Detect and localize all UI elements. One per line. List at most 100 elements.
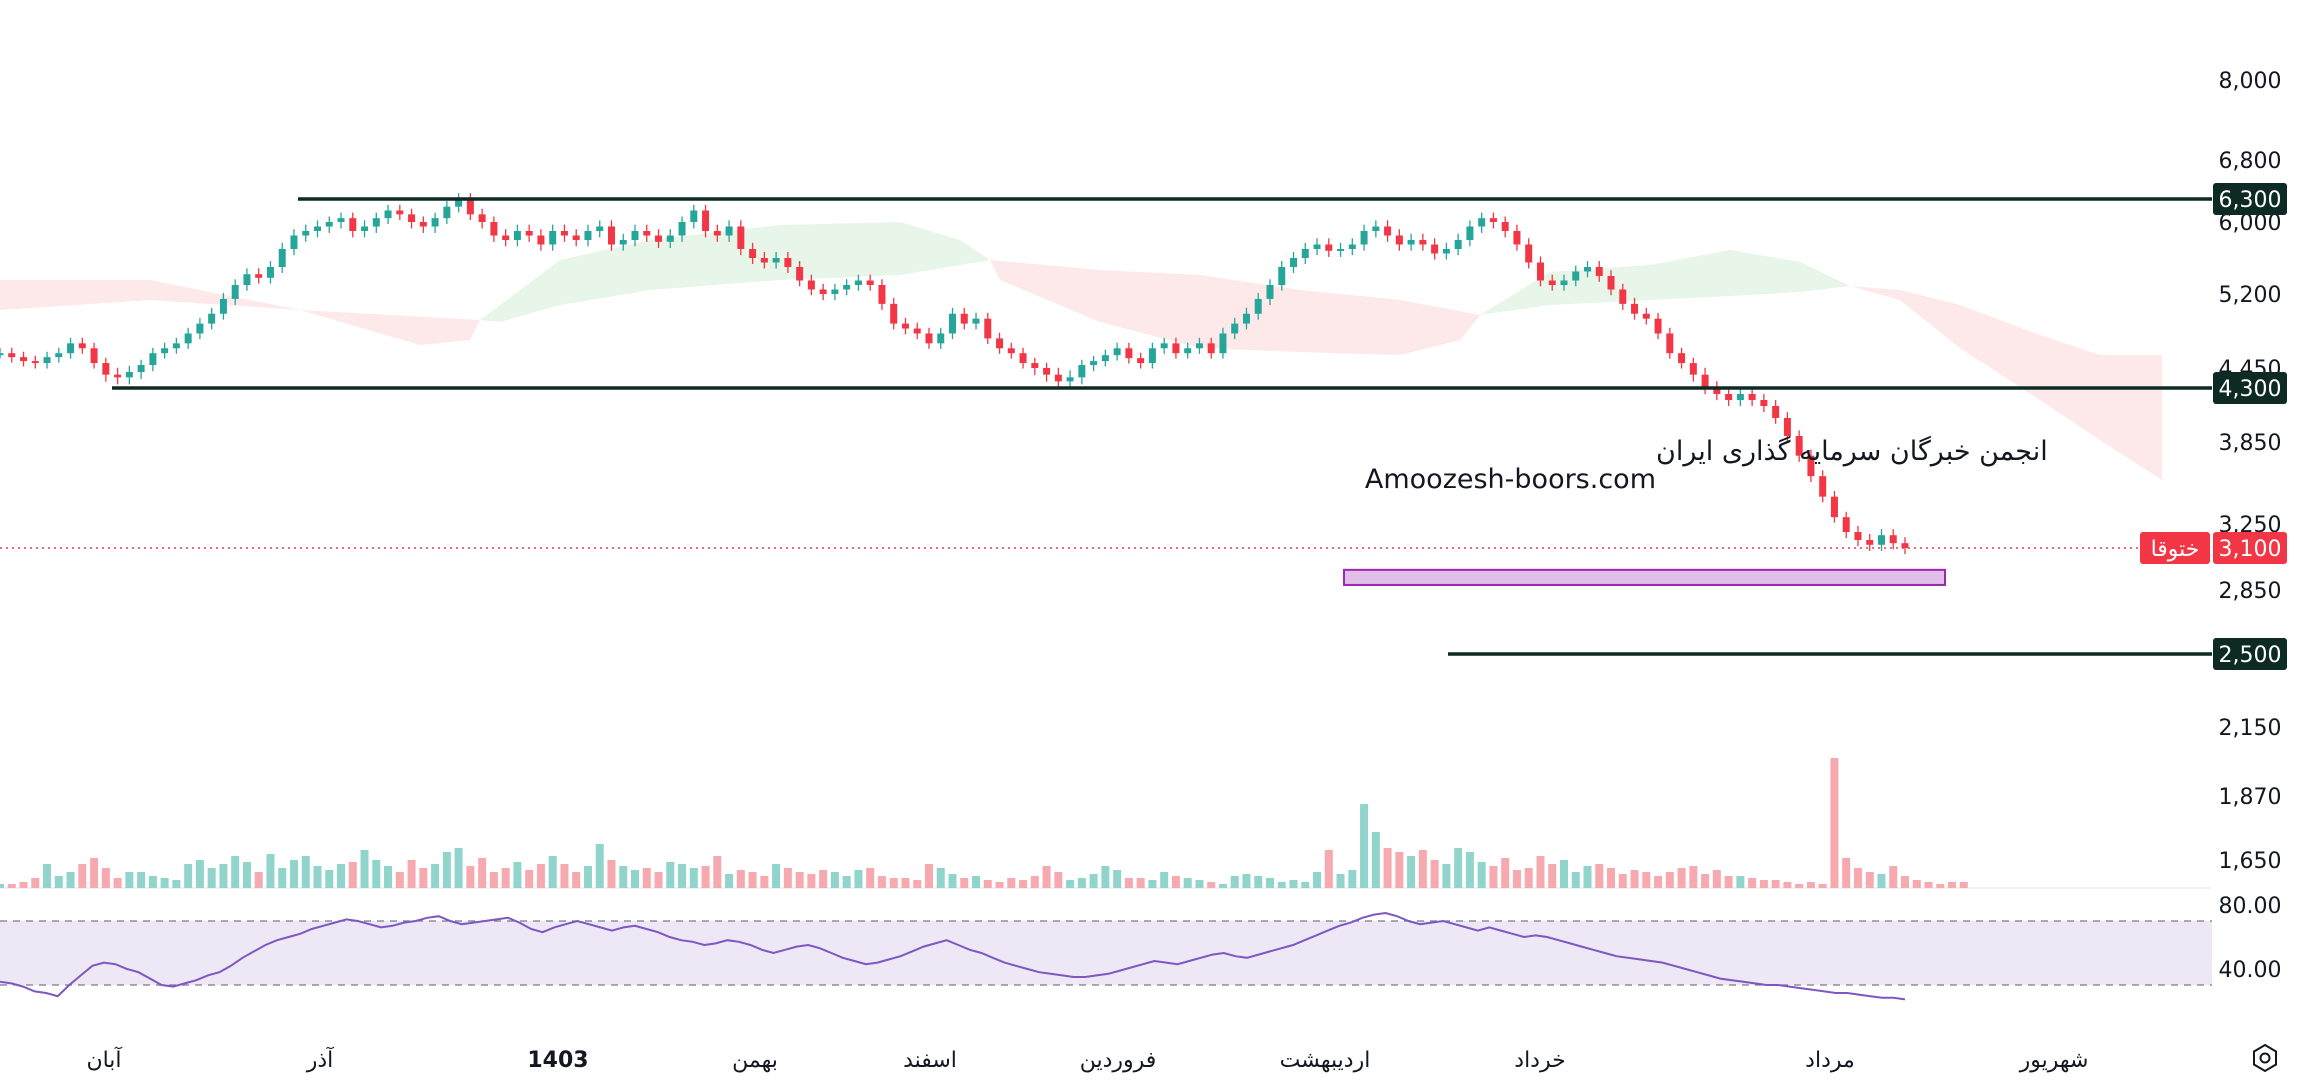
price-axis-label: 2,150 — [2219, 716, 2282, 741]
volume-bar — [1360, 804, 1369, 888]
chart-settings-icon[interactable] — [2250, 1043, 2280, 1073]
volume-bar — [983, 880, 992, 888]
candle-body — [1666, 333, 1674, 354]
candle-body — [960, 313, 968, 324]
volume-bar — [66, 872, 75, 888]
volume-bar — [1865, 872, 1874, 888]
candle-body — [490, 222, 498, 236]
candle-body — [796, 267, 804, 281]
cloud-segment-bullish — [480, 222, 990, 322]
candle-body — [937, 333, 945, 344]
volume-bar — [525, 870, 534, 888]
volume-bar — [654, 872, 663, 888]
candle-body — [278, 249, 286, 267]
volume-bar — [1207, 882, 1216, 888]
candle-body — [1607, 276, 1615, 290]
volume-bar — [1607, 868, 1616, 888]
volume-bar — [1336, 874, 1345, 888]
volume-bar — [536, 864, 545, 888]
candle-body — [1619, 289, 1627, 304]
candle-body — [1113, 348, 1121, 356]
volume-bar — [1348, 870, 1357, 888]
volume-bar — [1689, 866, 1698, 888]
candle-body — [8, 353, 16, 358]
time-axis[interactable]: آبان آذر 1403 بهمن اسفند فروردین اردیبهشت خرداد… — [86, 1046, 2088, 1073]
volume-bar — [1771, 880, 1780, 888]
candle-body — [713, 231, 721, 236]
candle-body — [631, 231, 639, 240]
candle-body — [1842, 517, 1850, 532]
candle-body — [607, 226, 615, 245]
candle-body — [255, 274, 263, 278]
volume-bar — [1277, 882, 1286, 888]
volume-bar — [254, 872, 263, 888]
candle-body — [1431, 244, 1439, 254]
candle-body — [1078, 365, 1086, 378]
candle-body — [1466, 226, 1474, 240]
candle-body — [1642, 313, 1650, 319]
time-axis-label: مرداد — [1805, 1048, 1855, 1073]
time-axis-label: فروردین — [1080, 1048, 1157, 1073]
volume-bar — [1007, 878, 1016, 888]
candle-body — [831, 289, 839, 294]
volume-bar — [689, 868, 698, 888]
candle-body — [1595, 267, 1603, 276]
candle-body — [1478, 218, 1486, 227]
candle-body — [90, 348, 98, 364]
candle-body — [1254, 298, 1262, 314]
candle-body — [1736, 394, 1744, 400]
volume-bar — [431, 864, 440, 888]
time-axis-label: اسفند — [903, 1048, 957, 1073]
volume-bar — [842, 876, 851, 888]
price-axis-label: 3,850 — [2219, 431, 2282, 456]
volume-bar — [1148, 880, 1157, 888]
watermark: انجمن خبرگان سرمایه گذاری ایران Amoozesh… — [1365, 435, 2048, 495]
time-axis-label: خرداد — [1514, 1048, 1565, 1073]
support-zone[interactable] — [1343, 568, 1946, 586]
volume-bar — [1559, 860, 1568, 888]
last-price-tag-label: 3,100 — [2219, 537, 2282, 562]
volume-bar — [1512, 870, 1521, 888]
candle-body — [1360, 231, 1368, 245]
volume-bar — [195, 860, 204, 888]
volume-bar — [1054, 872, 1063, 888]
volume-bar — [501, 868, 510, 888]
volume-bar — [1877, 874, 1886, 888]
volume-bar — [548, 856, 557, 888]
candle-body — [67, 343, 75, 354]
candle-body — [349, 218, 357, 231]
candle-body — [1713, 388, 1721, 394]
level-price-tag — [2213, 372, 2287, 404]
volume-bar — [1665, 872, 1674, 888]
candle-body — [1783, 418, 1791, 436]
candle-body — [337, 218, 345, 222]
volume-bar — [642, 868, 651, 888]
price-axis-label: 1,650 — [2219, 849, 2282, 874]
volume-bar — [678, 864, 687, 888]
candle-body — [466, 199, 474, 215]
volume-bar — [407, 860, 416, 888]
volume-bar — [54, 876, 63, 888]
volume-bar — [701, 866, 710, 888]
candle-body — [20, 357, 28, 362]
candle-body — [807, 280, 815, 290]
volume-bar — [478, 858, 487, 888]
volume-bar — [631, 870, 639, 888]
candle-body — [760, 258, 768, 263]
volume-bar — [619, 866, 628, 888]
level-price-tag-label: 4,300 — [2219, 377, 2282, 402]
candle-body — [1830, 496, 1838, 518]
time-axis-label: آذر — [306, 1046, 334, 1073]
candle-body — [1501, 222, 1509, 231]
volume-bar — [219, 864, 228, 888]
candle-body — [560, 231, 568, 236]
volume-bar — [184, 864, 193, 888]
volume-bar — [207, 868, 216, 888]
candle-body — [1572, 271, 1580, 281]
rsi-band — [0, 921, 2212, 985]
candle-body — [1536, 262, 1544, 281]
volume-bar — [1948, 882, 1957, 888]
candle-body — [31, 361, 39, 364]
volume-bar — [1371, 832, 1380, 888]
